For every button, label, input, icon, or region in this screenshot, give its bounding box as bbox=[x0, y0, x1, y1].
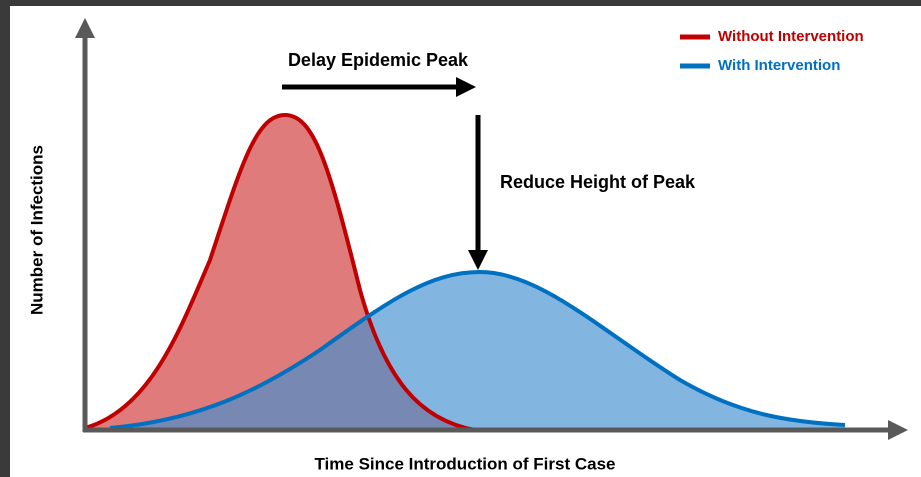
reduce-label: Reduce Height of Peak bbox=[500, 172, 696, 192]
legend-label: With Intervention bbox=[718, 57, 840, 74]
y-axis-label: Number of Infections bbox=[27, 145, 46, 315]
blue-area bbox=[110, 272, 845, 430]
delay-label: Delay Epidemic Peak bbox=[288, 50, 469, 70]
red-curve bbox=[84, 112, 476, 432]
legend-label: Without Intervention bbox=[718, 28, 864, 45]
blue-curve bbox=[109, 269, 846, 430]
x-axis-label: Time Since Introduction of First Case bbox=[314, 454, 615, 473]
